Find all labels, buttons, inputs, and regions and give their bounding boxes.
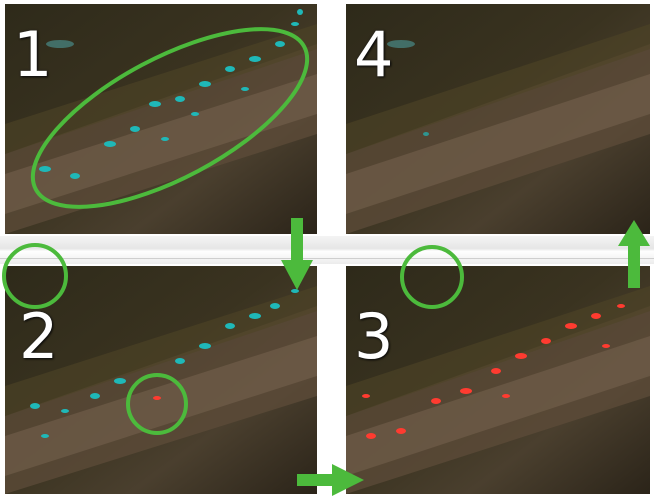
panel-4: 4 xyxy=(346,4,650,234)
panel-3-label: 3 xyxy=(354,300,394,373)
panel-2-label: 2 xyxy=(19,300,59,373)
panel-4-label: 4 xyxy=(354,18,394,91)
arrow-up-icon xyxy=(618,220,650,288)
separator-line xyxy=(0,258,654,259)
panel-2: 2 xyxy=(5,266,317,494)
panel-3: 3 xyxy=(346,266,650,494)
panel-1: 1 xyxy=(5,4,317,234)
arrow-down-icon xyxy=(281,218,313,290)
arrow-right-icon xyxy=(297,464,364,496)
panel-2-image xyxy=(5,266,317,494)
panel-4-image xyxy=(346,4,650,234)
ellipse-annotation xyxy=(30,27,310,209)
circle-annotation-panel-2 xyxy=(126,373,188,435)
circle-annotation-left xyxy=(2,243,68,309)
circle-annotation-right xyxy=(400,245,464,309)
panel-3-image xyxy=(346,266,650,494)
row-separator xyxy=(0,236,654,264)
panel-1-label: 1 xyxy=(13,18,53,91)
panel-1-image xyxy=(5,4,317,234)
